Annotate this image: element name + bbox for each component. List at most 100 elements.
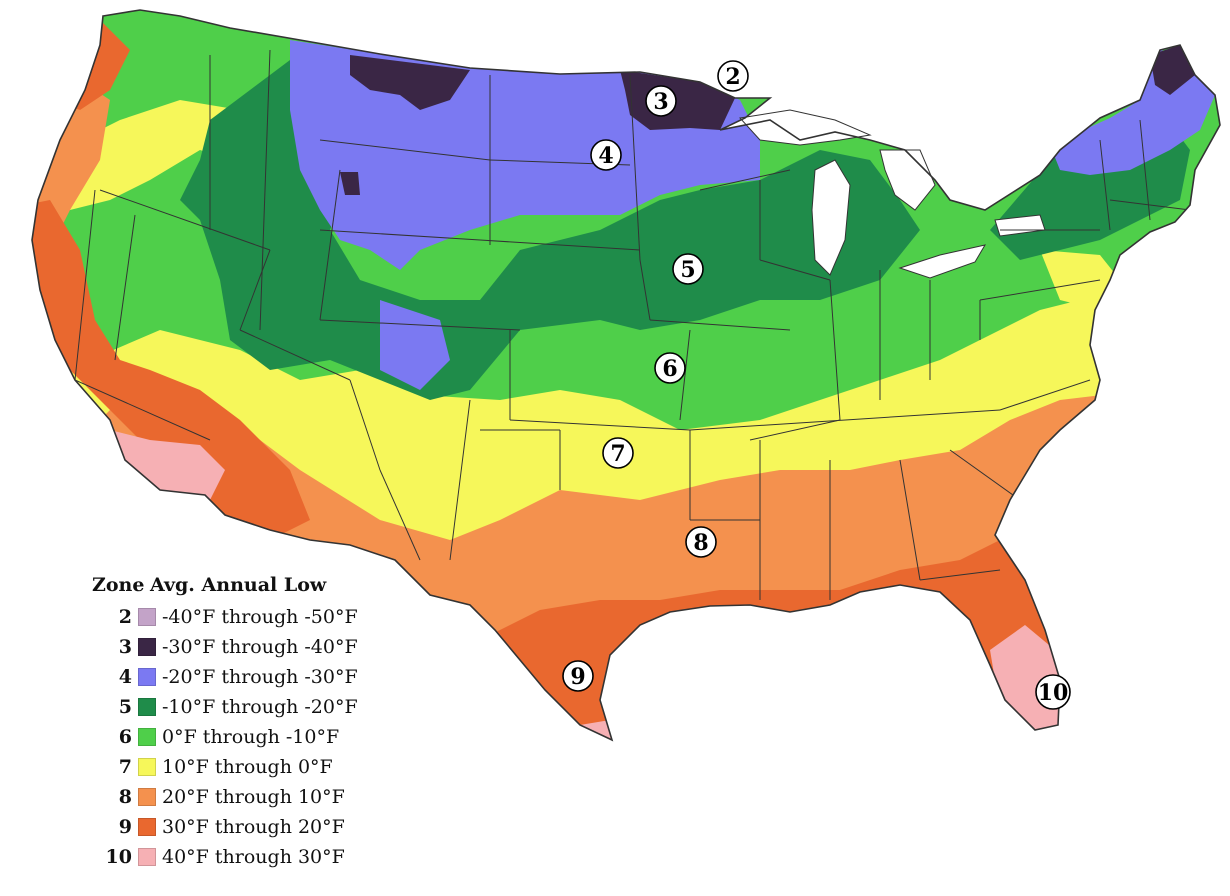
callout-label: 10 <box>1038 680 1069 706</box>
legend-row-zone-10: 10 40°F through 30°F <box>92 842 358 872</box>
legend-swatch <box>138 638 156 656</box>
state-border-line <box>699 169 791 191</box>
zone-3-region <box>340 172 360 195</box>
callout-circle <box>1035 674 1071 710</box>
state-border-line <box>239 249 271 331</box>
legend-row-zone-9: 9 30°F through 20°F <box>92 812 358 842</box>
zone-10-region <box>110 430 225 500</box>
state-border-line <box>479 239 641 251</box>
zone-callout-7: 7 <box>602 437 634 469</box>
state-border-line <box>319 139 491 161</box>
callout-label: 2 <box>725 64 740 90</box>
callout-circle <box>590 139 622 171</box>
legend-row-zone-6: 6 0°F through -10°F <box>92 722 358 752</box>
state-border-line <box>509 419 691 431</box>
state-border-line <box>319 319 521 331</box>
state-border-line <box>1099 139 1111 231</box>
legend-range: -10°F through -20°F <box>162 696 358 718</box>
legend-range: -40°F through -50°F <box>162 606 358 628</box>
zone-9-region <box>32 200 310 540</box>
legend-low-header: Avg. Annual Low <box>150 574 327 596</box>
state-border-line <box>749 419 841 441</box>
legend-swatch <box>138 608 156 626</box>
state-borders <box>74 49 1191 600</box>
legend-header: Zone Avg. Annual Low <box>92 574 358 596</box>
legend-zone-number: 2 <box>118 606 132 628</box>
state-border-line <box>449 399 471 561</box>
state-border-line <box>1139 119 1151 221</box>
state-border-line <box>979 279 1101 301</box>
zone-callout-3: 3 <box>645 85 677 117</box>
legend-row-zone-5: 5 -10°F through -20°F <box>92 692 358 722</box>
callout-label: 5 <box>680 257 695 283</box>
state-border-line <box>349 379 381 471</box>
state-border-line <box>114 214 136 361</box>
legend-swatch <box>138 758 156 776</box>
legend-row-zone-2: 2 -40°F through -50°F <box>92 602 358 632</box>
callout-label: 9 <box>570 664 585 690</box>
legend-range: 40°F through 30°F <box>162 846 345 868</box>
legend-zone-number: 9 <box>118 816 132 838</box>
legend: Zone Avg. Annual Low 2 -40°F through -50°… <box>92 574 358 872</box>
callout-label: 4 <box>598 143 613 169</box>
state-border-line <box>239 329 351 381</box>
callout-circle <box>602 437 634 469</box>
legend-swatch <box>138 818 156 836</box>
state-border-line <box>319 169 341 321</box>
zone-callout-6: 6 <box>654 352 686 384</box>
legend-swatch <box>138 788 156 806</box>
state-border-line <box>259 49 271 331</box>
lake-michigan <box>811 159 851 276</box>
state-border-line <box>829 279 841 421</box>
state-border-line <box>629 74 641 261</box>
state-border-line <box>319 229 481 241</box>
legend-row-zone-7: 7 10°F through 0°F <box>92 752 358 782</box>
legend-row-zone-8: 8 20°F through 10°F <box>92 782 358 812</box>
zone-callout-4: 4 <box>590 139 622 171</box>
legend-range: -30°F through -40°F <box>162 636 358 658</box>
legend-row-zone-4: 4 -20°F through -30°F <box>92 662 358 692</box>
legend-zone-header: Zone <box>92 574 145 596</box>
callout-label: 8 <box>693 530 708 556</box>
state-border-line <box>74 379 211 441</box>
zone-callout-9: 9 <box>562 660 594 692</box>
zone-callout-10: 10 <box>1035 674 1071 710</box>
state-border-line <box>759 259 831 281</box>
state-border-line <box>379 469 421 561</box>
legend-zone-number: 10 <box>105 846 132 868</box>
callout-circle <box>654 352 686 384</box>
zone-callouts: 2 3 4 5 6 7 8 9 10 <box>562 60 1071 710</box>
zone-3-region <box>350 55 470 110</box>
legend-zone-number: 3 <box>118 636 132 658</box>
legend-zone-number: 6 <box>118 726 132 748</box>
callout-circle <box>685 526 717 558</box>
legend-zone-number: 5 <box>118 696 132 718</box>
lake-erie <box>898 244 987 279</box>
state-border-line <box>1109 199 1191 211</box>
callout-label: 6 <box>662 356 677 382</box>
state-border-line <box>899 459 921 581</box>
zone-callout-5: 5 <box>672 253 704 285</box>
legend-swatch <box>138 848 156 866</box>
legend-swatch <box>138 728 156 746</box>
callout-circle <box>717 60 749 92</box>
legend-range: 0°F through -10°F <box>162 726 340 748</box>
callout-circle <box>562 660 594 692</box>
zone-4-region <box>380 300 450 390</box>
callout-label: 7 <box>610 441 625 467</box>
callout-circle <box>645 85 677 117</box>
legend-swatch <box>138 698 156 716</box>
state-border-line <box>949 449 1021 501</box>
state-border-line <box>649 319 791 331</box>
zone-7-region <box>1040 250 1120 310</box>
state-border-line <box>679 329 691 421</box>
legend-zone-number: 8 <box>118 786 132 808</box>
state-border-line <box>99 189 271 251</box>
state-border-line <box>74 189 96 381</box>
legend-range: -20°F through -30°F <box>162 666 358 688</box>
state-border-line <box>639 259 651 321</box>
legend-row-zone-3: 3 -30°F through -40°F <box>92 632 358 662</box>
callout-circle <box>672 253 704 285</box>
zone-callout-8: 8 <box>685 526 717 558</box>
